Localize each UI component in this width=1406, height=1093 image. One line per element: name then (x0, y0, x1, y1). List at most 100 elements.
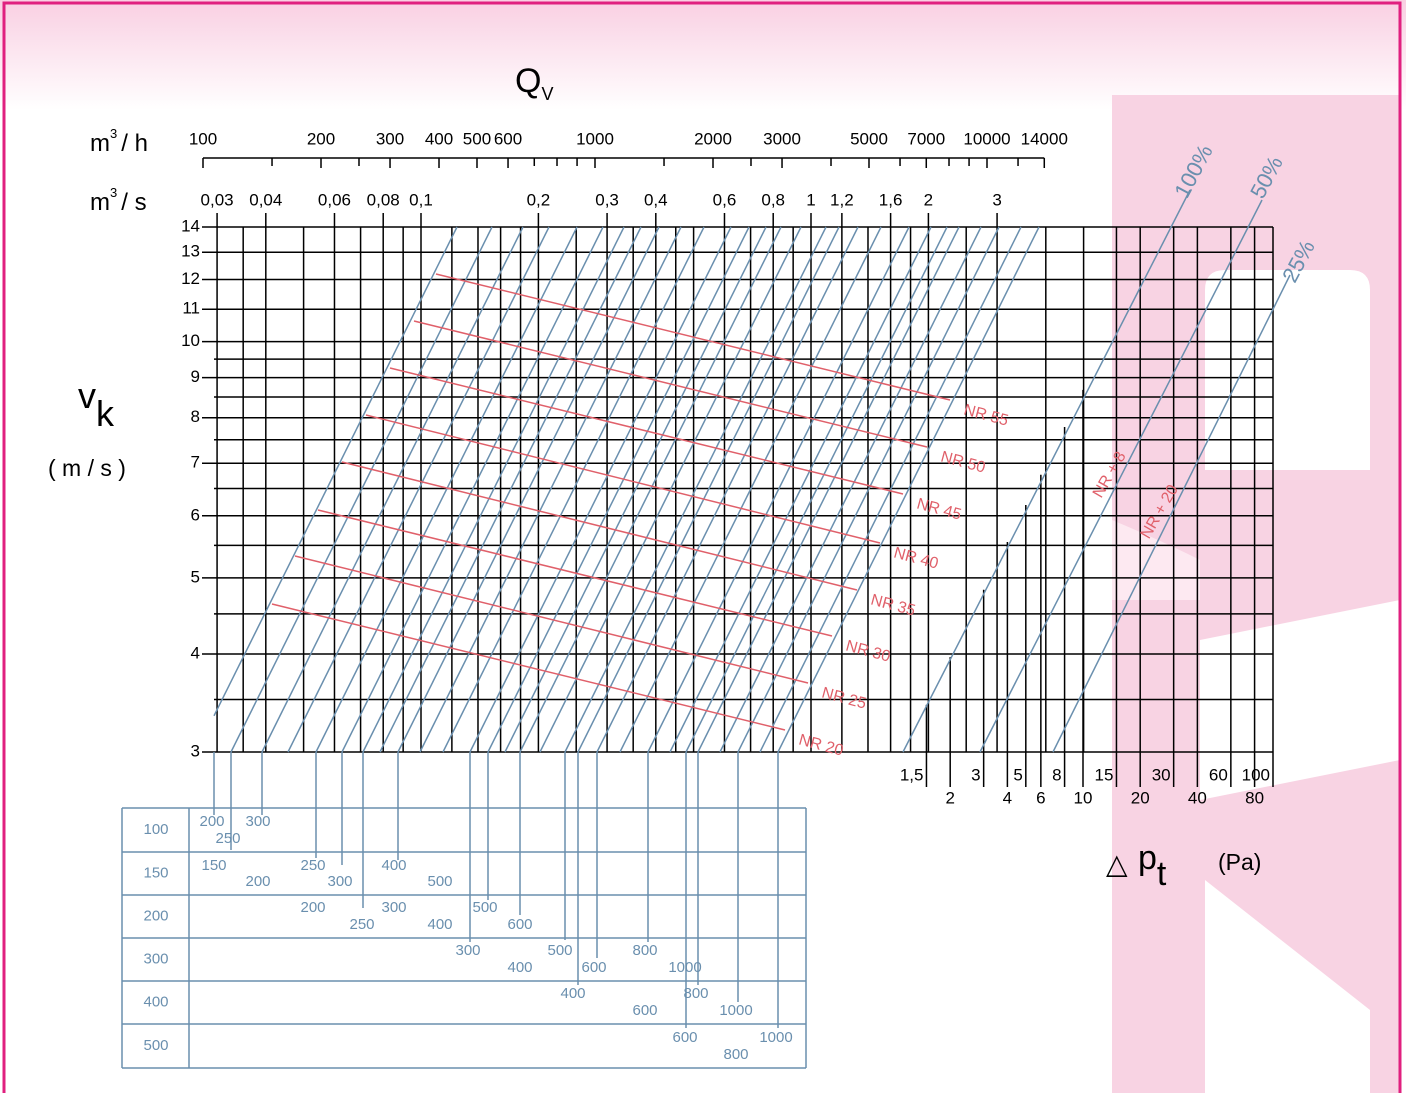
x-tick-label: 2 (945, 788, 954, 807)
duct-line (519, 226, 782, 753)
y-tick-label: 8 (191, 407, 200, 426)
symbol-sub: t (1157, 855, 1167, 893)
title-main: Q (515, 62, 541, 100)
duct-line (619, 226, 882, 753)
x-tick-label: 0,08 (367, 190, 400, 209)
duct-line (287, 226, 550, 753)
duct-line (737, 226, 1000, 753)
x-tick-label: 200 (307, 129, 335, 148)
nr-line (317, 509, 833, 637)
x-tick-label: 1,5 (900, 765, 924, 784)
cell-label: 250 (300, 857, 325, 874)
cell-label: 250 (215, 830, 240, 847)
symbol-sub: k (96, 393, 115, 434)
y-tick-label: 7 (191, 453, 200, 472)
x-tick-label: 4 (1003, 788, 1012, 807)
cell-label: 200 (245, 873, 270, 890)
duct-line (230, 226, 493, 753)
duct-line (362, 226, 625, 753)
row-label: 500 (143, 1037, 168, 1054)
m3s-label: m3 / s (90, 185, 147, 216)
y-tick-label: 3 (191, 741, 200, 760)
nr-line (389, 367, 904, 495)
duct-line (697, 226, 960, 753)
nr-line (271, 603, 786, 731)
duct-line (719, 226, 982, 753)
x-tick-label: 1000 (576, 129, 614, 148)
cell-label: 300 (327, 873, 352, 890)
cell-label: 300 (245, 813, 270, 830)
cell-label: 600 (632, 1002, 657, 1019)
x-tick-label: 400 (425, 129, 453, 148)
y-tick-label: 12 (181, 269, 200, 288)
efficiency-line (979, 199, 1263, 753)
x-tick-label: 3 (971, 765, 980, 784)
unit-sup: 3 (110, 185, 117, 200)
cell-label: 600 (507, 916, 532, 933)
unit: m (90, 189, 110, 216)
unit-sup: 3 (110, 126, 117, 141)
symbol: p (1138, 839, 1157, 877)
unit: m (90, 130, 110, 157)
pressure-label: pt (1138, 839, 1167, 893)
nr-label: NR 25 (820, 685, 868, 713)
duct-line (487, 226, 750, 753)
symbol: v (78, 375, 96, 416)
x-tick-label: 1 (806, 190, 815, 209)
duct-line (564, 226, 827, 753)
duct-line (261, 226, 524, 753)
title-sub: V (541, 84, 553, 104)
cell-label: 1000 (719, 1002, 752, 1019)
duct-line (419, 226, 682, 753)
x-tick-label: 0,6 (713, 190, 737, 209)
row-label: 200 (143, 907, 168, 924)
row-label: 100 (143, 821, 168, 838)
nr-line (294, 555, 809, 684)
y-tick-label: 10 (181, 331, 200, 350)
x-tick-label: 0,04 (249, 190, 282, 209)
x-tick-label: 0,3 (595, 190, 619, 209)
x-tick-label: 1,2 (830, 190, 854, 209)
x-tick-label: 2000 (694, 129, 732, 148)
x-tick-label: 5000 (850, 129, 888, 148)
duct-line (469, 226, 732, 753)
duct-line (669, 226, 932, 753)
duct-line (596, 226, 859, 753)
y-tick-label: 9 (191, 367, 200, 386)
x-tick-label: 60 (1209, 765, 1228, 784)
cell-label: 400 (381, 857, 406, 874)
unit-tail: / s (121, 189, 146, 216)
m3h-label: m3 / h (90, 126, 148, 157)
cell-label: 150 (201, 857, 226, 874)
watermark (1112, 95, 1400, 1093)
duct-line (379, 226, 642, 753)
x-tick-label: 2 (924, 190, 933, 209)
cell-label: 200 (300, 899, 325, 916)
x-tick-label: 0,8 (761, 190, 785, 209)
duct-line (777, 226, 1040, 753)
row-label: 150 (143, 864, 168, 881)
x-tick-label: 500 (463, 129, 491, 148)
cell-label: 600 (581, 959, 606, 976)
cell-label: 200 (199, 813, 224, 830)
duct-line (685, 226, 948, 753)
x-tick-label: 0,4 (644, 190, 668, 209)
y-tick-label: 11 (182, 299, 200, 318)
cell-label: 800 (632, 942, 657, 959)
x-tick-label: 0,06 (318, 190, 351, 209)
x-tick-label: 80 (1245, 788, 1264, 807)
duct-line (647, 226, 910, 753)
cell-label: 600 (672, 1029, 697, 1046)
x-tick-label: 15 (1095, 765, 1114, 784)
duct-line (577, 226, 840, 753)
x-tick-label: 0,03 (201, 190, 234, 209)
duct-line (442, 226, 705, 753)
y-tick-label: 13 (181, 242, 200, 261)
efficiency-line (1052, 274, 1291, 753)
cell-label: 500 (427, 873, 452, 890)
nr-label: NR 50 (939, 449, 987, 477)
duct-line (539, 226, 802, 753)
nr-label: NR 55 (962, 402, 1010, 430)
